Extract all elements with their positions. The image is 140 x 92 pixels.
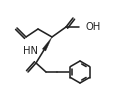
- Text: OH: OH: [85, 22, 100, 32]
- Polygon shape: [42, 37, 52, 51]
- Text: HN: HN: [23, 46, 38, 56]
